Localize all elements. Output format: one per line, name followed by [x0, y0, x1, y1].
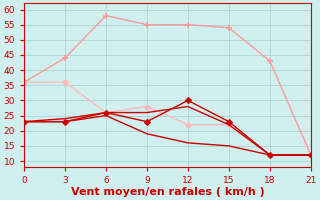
X-axis label: Vent moyen/en rafales ( km/h ): Vent moyen/en rafales ( km/h ): [70, 187, 264, 197]
